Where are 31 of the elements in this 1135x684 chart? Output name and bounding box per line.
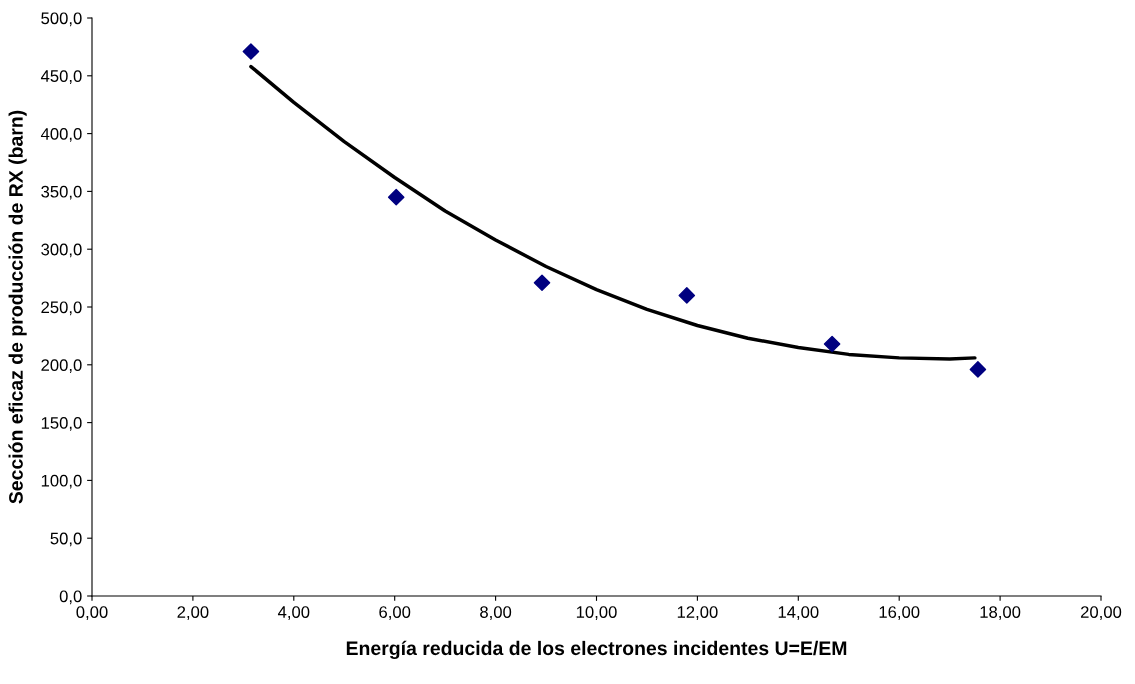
point — [823, 335, 841, 353]
y-tick-label: 300,0 — [41, 243, 82, 258]
y-tick-label: 100,0 — [41, 474, 82, 489]
x-axis-title: Energía reducida de los electrones incidentes U=E/EM — [346, 640, 847, 660]
y-tick-label: 450,0 — [40, 70, 82, 84]
x-tick-label: 18,00 — [980, 606, 1021, 620]
y-tick-label: 150,0 — [41, 417, 82, 431]
y-tick-label: 0,0 — [59, 590, 82, 605]
y-tick-label: 250,0 — [41, 301, 82, 316]
x-tick-label: 8,00 — [480, 606, 512, 620]
x-tick-label: 16,00 — [879, 606, 920, 620]
y-axis-title: Sección eficaz de producción de RX (barn) — [8, 110, 27, 504]
point — [242, 43, 260, 60]
point — [678, 287, 696, 304]
x-tick-label: 14,00 — [778, 606, 819, 620]
point — [533, 274, 551, 292]
x-tick-label: 2,00 — [177, 606, 209, 620]
x-tick-label: 20,00 — [1080, 606, 1122, 620]
x-tick-label: 0,00 — [76, 606, 108, 620]
x-tick-label: 6,00 — [379, 606, 411, 620]
point — [387, 188, 405, 206]
y-tick-label: 400,0 — [40, 128, 82, 142]
line-series — [249, 64, 977, 361]
x-tick-label: 10,00 — [576, 606, 617, 620]
y-tick-label: 50,0 — [50, 532, 82, 547]
x-tick-label: 4,00 — [277, 606, 310, 620]
x-tick-label: 12,00 — [677, 606, 718, 620]
y-tick-label: 500,0 — [41, 12, 82, 27]
point — [969, 361, 987, 378]
y-tick-label: 200,0 — [41, 359, 82, 373]
y-tick-label: 350,0 — [41, 185, 82, 200]
